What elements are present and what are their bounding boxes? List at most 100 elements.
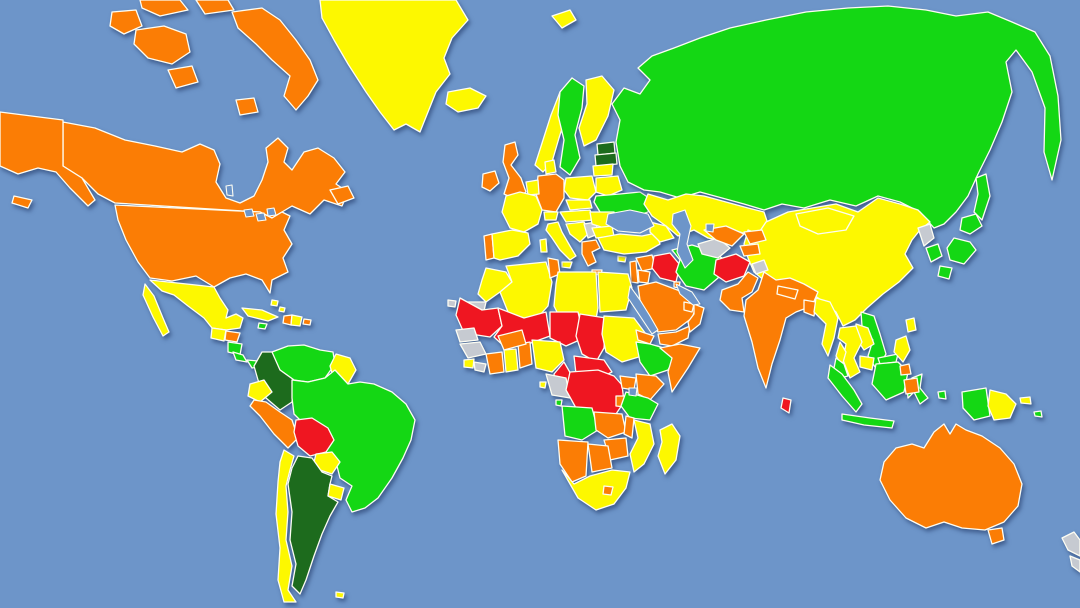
region-puerto-rico bbox=[302, 318, 312, 326]
region-new-britain bbox=[1019, 396, 1032, 405]
north-america bbox=[0, 0, 577, 369]
region-philippines-luzon bbox=[893, 335, 911, 363]
great-lakes bbox=[243, 208, 255, 218]
black-sea bbox=[605, 209, 655, 234]
region-somalia bbox=[659, 343, 701, 393]
region-turkey bbox=[597, 232, 661, 255]
red-sea bbox=[627, 285, 659, 335]
asia bbox=[597, 5, 1062, 429]
region-zambia bbox=[593, 411, 627, 439]
europe bbox=[481, 75, 653, 276]
persian-gulf bbox=[675, 283, 701, 306]
region-cuba bbox=[241, 307, 279, 322]
region-angola bbox=[561, 405, 599, 441]
region-south-africa bbox=[561, 469, 631, 511]
south-america bbox=[247, 344, 416, 603]
region-mongolia bbox=[795, 207, 855, 235]
region-canada-island bbox=[167, 65, 199, 89]
region-denmark bbox=[544, 159, 557, 175]
region-sumatra bbox=[827, 364, 863, 413]
region-south-korea bbox=[925, 243, 943, 263]
region-france bbox=[501, 191, 543, 233]
region-lebanon-israel bbox=[629, 260, 639, 284]
region-taiwan bbox=[905, 317, 917, 333]
region-czech-slovakia bbox=[565, 199, 593, 211]
region-benelux bbox=[525, 179, 540, 196]
region-newfoundland bbox=[329, 185, 355, 205]
region-honduras bbox=[224, 330, 241, 343]
region-north-korea bbox=[917, 223, 935, 247]
region-greenland bbox=[319, 0, 469, 133]
region-baja-california bbox=[142, 283, 170, 337]
region-germany bbox=[535, 173, 565, 213]
region-new-zealand-north bbox=[1061, 531, 1080, 557]
region-cambodia bbox=[859, 355, 875, 371]
region-canada-island bbox=[195, 0, 235, 15]
region-canada-island bbox=[139, 0, 189, 17]
region-papua-new-guinea bbox=[987, 389, 1017, 421]
lake-victoria bbox=[628, 387, 638, 397]
region-dominican-republic bbox=[290, 314, 303, 327]
region-madagascar bbox=[657, 423, 681, 475]
region-sweden bbox=[557, 77, 585, 176]
region-sri-lanka bbox=[780, 397, 792, 414]
region-equatorial-guinea bbox=[539, 381, 547, 389]
region-uruguay bbox=[327, 483, 345, 501]
inland-water bbox=[225, 184, 715, 397]
region-myanmar bbox=[813, 297, 839, 357]
region-iceland bbox=[445, 87, 487, 113]
region-sardinia-corsica bbox=[539, 238, 548, 253]
region-kashmir bbox=[751, 259, 769, 275]
region-senegal bbox=[455, 327, 479, 343]
region-jamaica bbox=[257, 322, 268, 330]
region-svalbard bbox=[551, 9, 577, 29]
region-switzerland bbox=[543, 211, 559, 221]
africa bbox=[447, 257, 701, 511]
region-ghana bbox=[503, 348, 519, 373]
region-cabinda bbox=[555, 399, 563, 407]
region-cyprus bbox=[617, 255, 627, 263]
region-japan-kyushu bbox=[937, 265, 953, 280]
region-caucasus bbox=[649, 221, 675, 243]
region-china bbox=[743, 197, 931, 327]
region-mexico bbox=[149, 279, 244, 331]
region-tajikistan bbox=[739, 243, 761, 257]
region-canada-island bbox=[235, 97, 259, 116]
region-poland bbox=[563, 175, 597, 201]
region-namibia bbox=[557, 439, 589, 483]
region-latvia bbox=[594, 152, 618, 167]
region-pakistan bbox=[719, 271, 759, 313]
region-uzbekistan bbox=[703, 225, 745, 247]
region-argentina bbox=[287, 455, 339, 595]
region-finland bbox=[578, 75, 615, 147]
region-peru bbox=[249, 399, 299, 449]
region-guatemala bbox=[210, 327, 227, 342]
region-chile bbox=[275, 449, 297, 603]
region-united-kingdom bbox=[502, 141, 527, 200]
region-tasmania bbox=[987, 527, 1005, 545]
region-canada-island bbox=[109, 9, 143, 35]
region-canada-island bbox=[133, 25, 191, 65]
region-moluccas bbox=[937, 390, 947, 400]
region-australia bbox=[879, 423, 1023, 531]
region-costa-rica bbox=[232, 351, 248, 363]
region-alaska bbox=[0, 111, 96, 207]
region-philippines-mindanao bbox=[903, 377, 920, 395]
region-falkland-islands bbox=[335, 591, 345, 599]
oceania bbox=[879, 423, 1080, 573]
region-ivory-coast bbox=[485, 351, 505, 375]
region-morocco bbox=[477, 267, 513, 303]
region-japan-hokkaido bbox=[959, 213, 983, 235]
region-jordan bbox=[637, 269, 651, 284]
great-lakes bbox=[266, 207, 277, 217]
region-lithuania bbox=[592, 163, 614, 177]
region-usa bbox=[114, 204, 293, 294]
region-malawi bbox=[623, 415, 635, 439]
region-mauritania bbox=[455, 297, 503, 338]
region-bolivia bbox=[293, 417, 335, 457]
great-lakes bbox=[255, 212, 267, 222]
region-west-papua bbox=[961, 387, 991, 421]
region-mozambique bbox=[629, 419, 655, 473]
region-niger bbox=[549, 311, 585, 347]
